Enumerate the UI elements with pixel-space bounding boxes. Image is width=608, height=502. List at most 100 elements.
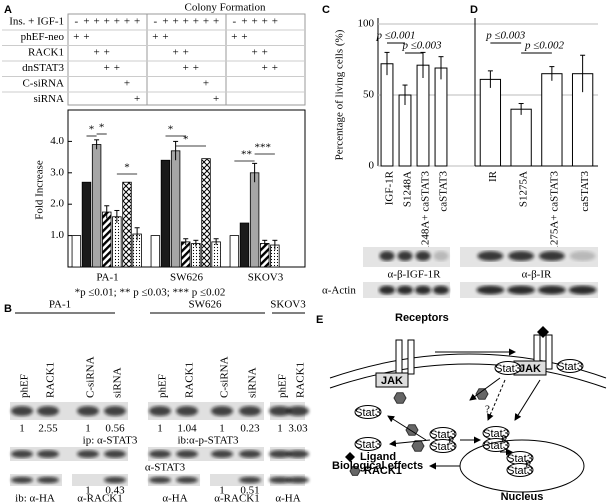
blot-band	[211, 405, 233, 417]
bar	[191, 243, 201, 268]
blot-label: α-β-IR	[522, 269, 552, 281]
table-cell: -	[154, 16, 158, 28]
table-cell: +	[252, 16, 258, 28]
bar	[160, 159, 171, 268]
y-tick-label: 4.0	[50, 135, 64, 147]
bar	[260, 243, 270, 268]
table-cell: +	[124, 16, 130, 28]
blot-band	[432, 285, 450, 295]
p-value: p ≤0.003	[401, 40, 442, 52]
bar	[201, 158, 211, 268]
blot-band	[11, 405, 33, 417]
significance: ***	[254, 142, 271, 154]
x-tick-label: caSTAT3	[438, 171, 450, 212]
significance: *	[124, 162, 130, 174]
table-cell: +	[213, 16, 219, 28]
table-cell: +	[173, 47, 179, 59]
cell-line: SW626	[189, 299, 223, 311]
arrow	[487, 379, 506, 421]
arrow	[389, 439, 431, 447]
table-cell: +	[272, 62, 278, 74]
blot-label: α-Actin	[322, 285, 356, 297]
lane-label: phEF	[277, 374, 289, 398]
blot-band	[176, 405, 198, 417]
y-tick-label: 3.0	[50, 166, 64, 178]
diagram-label: Receptors	[395, 312, 449, 324]
bar	[102, 211, 112, 268]
table-cell: +	[162, 31, 168, 43]
panel-label: E	[316, 314, 323, 326]
ratio: 1	[277, 423, 283, 435]
stat3	[354, 405, 382, 419]
rack1-mark	[393, 392, 407, 404]
ratio: 0.23	[240, 423, 260, 435]
table-cell: +	[152, 31, 158, 43]
rack1-mark	[411, 440, 425, 452]
blot-band	[176, 476, 198, 484]
ratio: 0.43	[105, 485, 125, 497]
bar	[150, 235, 161, 268]
blot-band	[37, 476, 59, 484]
y-axis-label: Fold Increase	[34, 160, 46, 220]
blot-label: ib: α-HA	[15, 493, 55, 502]
row-label: C-siRNA	[22, 78, 64, 90]
stat3-label: Stat3	[483, 440, 509, 452]
blot-band	[508, 251, 535, 261]
receptor	[407, 339, 415, 375]
blot-band	[269, 450, 291, 458]
chart-title: Colony Formation	[185, 2, 266, 14]
table-cell: -	[233, 16, 237, 28]
x-tick-label: IR	[487, 170, 499, 182]
blot-band	[176, 450, 198, 458]
ligand-mark	[537, 326, 549, 338]
blot-band	[415, 251, 431, 261]
blot-band	[287, 405, 309, 417]
table-cell: +	[134, 93, 140, 105]
blot-band	[433, 251, 449, 261]
row-label: dnSTAT3	[22, 62, 64, 74]
table-cell: +	[262, 16, 268, 28]
table-cell: +	[94, 16, 100, 28]
blot-band	[239, 476, 261, 484]
y-axis-label: Percentage of living cells (%)	[334, 29, 346, 160]
table-cell: +	[94, 47, 100, 59]
x-tick-label: S1275A+ caSTAT3	[548, 171, 560, 257]
table-cell: +	[262, 62, 268, 74]
x-tick-label: SW626	[170, 272, 204, 284]
stat3-label: Stat3	[355, 407, 381, 419]
y-tick-label: 2.0	[50, 198, 64, 210]
blot-band	[287, 450, 309, 458]
row-label: Ins. + IGF-1	[9, 16, 64, 28]
table-cell: +	[262, 47, 268, 59]
y-tick-label: 50	[363, 89, 375, 101]
stat3-label: Stat3	[483, 428, 509, 440]
diagram-label: ?	[485, 404, 490, 416]
blot-band	[37, 405, 59, 417]
blot-label: α-β-IGF-1R	[388, 269, 442, 281]
significance: *	[99, 122, 105, 134]
x-tick-label: S1275A	[518, 171, 530, 207]
significance: **	[241, 149, 252, 161]
bar	[510, 108, 532, 167]
x-tick-label: caSTAT3	[579, 171, 591, 212]
jak-label: JAK	[381, 375, 403, 387]
blot-band	[476, 285, 505, 295]
bar	[229, 235, 240, 268]
bar	[122, 181, 132, 268]
lane-label: RACK1	[45, 362, 57, 398]
table-cell: +	[104, 47, 110, 59]
bar	[81, 181, 92, 268]
blot-band	[11, 450, 33, 458]
blot-band	[239, 405, 261, 417]
table-cell: +	[252, 47, 258, 59]
receptor	[395, 339, 403, 375]
blot-band	[269, 405, 291, 417]
row-label: siRNA	[33, 93, 64, 105]
ratio: 1	[219, 423, 225, 435]
bar	[416, 64, 430, 167]
row-label: phEF-neo	[21, 31, 65, 43]
stat3	[556, 359, 584, 373]
blot-band	[269, 476, 291, 484]
blot-band	[287, 476, 309, 484]
